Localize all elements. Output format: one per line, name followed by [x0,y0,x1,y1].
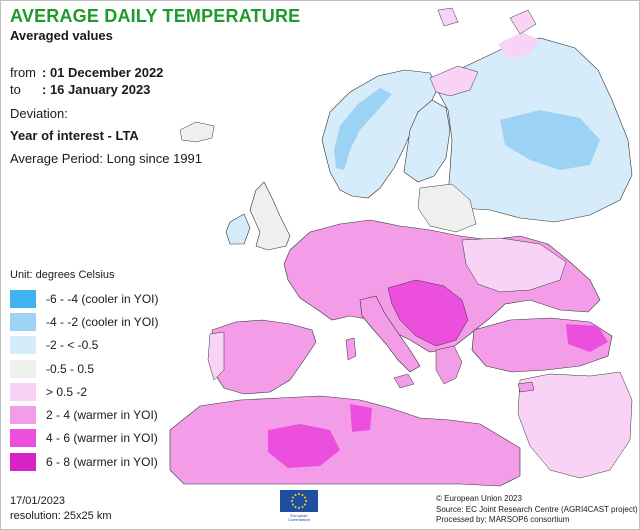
credit-source: Source: EC Joint Research Centre (AGRI4C… [436,504,638,514]
from-label: from [10,65,36,80]
region-russia-cold-patch [500,110,600,170]
deviation-label: Deviation: [10,106,68,121]
eu-star [304,503,307,506]
region-sicily [393,373,415,389]
legend-swatch [10,452,36,471]
legend-item: > 0.5 -2 [10,380,158,403]
legend-unit: Unit: degrees Celsius [10,269,115,281]
credit-copyright: © European Union 2023 [436,494,522,503]
eu-stars [291,493,307,509]
eu-star [298,507,300,509]
resolution-label: resolution: 25x25 km [10,510,112,522]
legend-swatch [10,382,36,401]
logo-text-line2: Commission [288,517,310,522]
region-greece [435,345,463,385]
credits: © European Union 2023 Source: EC Joint R… [436,494,638,526]
to-row: to : 16 January 2023 [10,81,163,98]
legend-label: -4 - -2 (cooler in YOI) [46,314,159,329]
eu-star [291,500,293,502]
legend-swatch [10,289,36,308]
eu-star [291,496,294,499]
region-iceland [179,121,215,143]
eu-star [305,500,307,502]
legend-item: -4 - -2 (cooler in YOI) [10,310,158,333]
region-arctic-warm [498,32,540,58]
issue-date: 17/01/2023 [10,495,66,507]
eu-star [304,496,307,499]
region-novaya-zemlya [509,9,537,35]
region-italy [359,295,421,373]
legend-swatch [10,406,36,425]
legend-item: -6 - -4 (cooler in YOI) [10,287,158,310]
legend-label: -2 - < -0.5 [46,338,99,353]
legend-swatch [10,429,36,448]
year-of-interest-label: Year of interest - LTA [10,128,139,143]
logo-text-line1: European [290,513,307,518]
legend-item: 2 - 4 (warmer in YOI) [10,403,158,426]
legend-item: 4 - 6 (warmer in YOI) [10,427,158,450]
eu-star [301,506,304,509]
region-great-britain [249,181,291,251]
region-finland [403,99,451,183]
legend-label: -6 - -4 (cooler in YOI) [46,291,159,306]
date-range: from : 01 December 2022 to : 16 January … [10,64,163,98]
region-algeria-hot [268,424,340,468]
legend-label: 4 - 6 (warmer in YOI) [46,431,158,446]
region-north-africa [169,395,521,487]
region-ireland [225,213,251,245]
region-middle-east [517,371,633,479]
region-sardinia [345,337,357,361]
legend-item: 6 - 8 (warmer in YOI) [10,450,158,473]
region-kola-warm [429,65,479,97]
legend-swatch [10,359,36,378]
eu-flag [280,490,318,512]
legend-swatch [10,312,36,331]
region-balkans [387,279,469,347]
region-svalbard [437,7,459,27]
from-value: : 01 December 2022 [42,65,164,80]
credit-processor: Processed by: MARSOP6 consortium [436,515,570,524]
eu-star [301,493,304,496]
to-label: to [10,82,21,97]
map-title: AVERAGE DAILY TEMPERATURE [10,6,301,26]
european-commission-logo: European Commission [280,490,318,522]
region-iberia [211,319,317,395]
legend-item: -0.5 - 0.5 [10,357,158,380]
region-baltics [417,183,477,233]
region-cyprus [517,381,535,393]
legend-item: -2 - < -0.5 [10,334,158,357]
legend-swatch [10,336,36,355]
region-ukraine [461,237,567,293]
legend-label: 6 - 8 (warmer in YOI) [46,454,158,469]
region-scandinavian-mountains [334,88,392,170]
region-portugal [207,331,225,381]
eu-star [298,493,300,495]
eu-star [294,506,297,509]
eu-star [291,503,294,506]
region-tunisia-hot [350,404,372,432]
legend-label: > 0.5 -2 [46,384,88,399]
region-east-turkey-hot [566,324,608,352]
average-period-label: Average Period: Long since 1991 [10,151,203,166]
from-row: from : 01 December 2022 [10,64,163,81]
to-value: : 16 January 2023 [42,82,151,97]
map-subtitle: Averaged values [10,28,113,43]
eu-star [294,493,297,496]
legend-label: 2 - 4 (warmer in YOI) [46,408,158,423]
legend: -6 - -4 (cooler in YOI) -4 - -2 (cooler i… [10,287,158,473]
legend-label: -0.5 - 0.5 [46,361,95,376]
